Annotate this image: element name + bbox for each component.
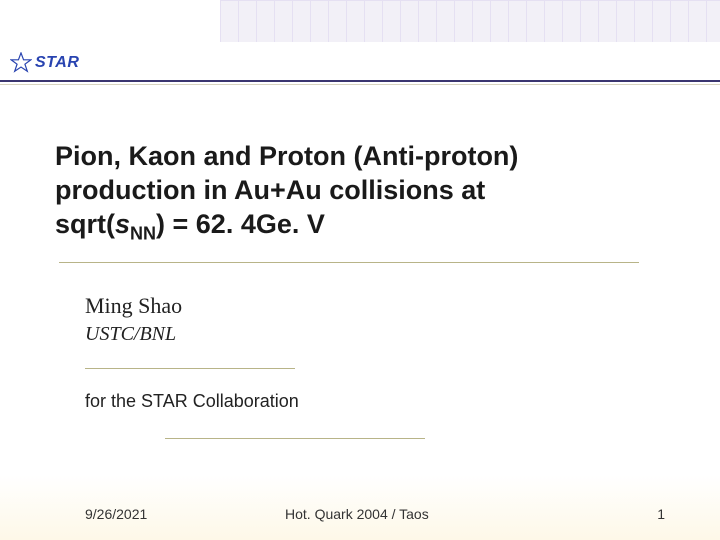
- header-area: STAR: [0, 0, 720, 90]
- title-underline: [59, 262, 639, 263]
- title-line-3-pre: sqrt(: [55, 209, 115, 239]
- header-rule-secondary: [0, 84, 720, 85]
- title-variable-s: s: [115, 209, 130, 239]
- author-affiliation: USTC/BNL: [85, 323, 665, 346]
- collaboration-underline: [165, 438, 425, 439]
- slide-content: Pion, Kaon and Proton (Anti-proton) prod…: [0, 90, 720, 439]
- title-line-2: production in Au+Au collisions at: [55, 175, 485, 205]
- title-subscript: NN: [130, 223, 156, 243]
- slide-footer: 9/26/2021 Hot. Quark 2004 / Taos 1: [0, 506, 720, 522]
- star-logo: STAR: [10, 52, 79, 74]
- collaboration-text: for the STAR Collaboration: [85, 391, 665, 412]
- star-icon: [10, 52, 32, 74]
- slide-title: Pion, Kaon and Proton (Anti-proton) prod…: [55, 140, 665, 244]
- title-line-1: Pion, Kaon and Proton (Anti-proton): [55, 141, 518, 171]
- header-rule: [0, 80, 720, 82]
- author-underline: [85, 368, 295, 369]
- logo-text: STAR: [35, 54, 79, 72]
- footer-page-number: 1: [605, 506, 665, 522]
- footer-date: 9/26/2021: [85, 506, 265, 522]
- title-line-3-post: ) = 62. 4Ge. V: [156, 209, 325, 239]
- header-grid-pattern: [220, 0, 720, 42]
- author-name: Ming Shao: [85, 293, 665, 319]
- footer-center: Hot. Quark 2004 / Taos: [265, 506, 605, 522]
